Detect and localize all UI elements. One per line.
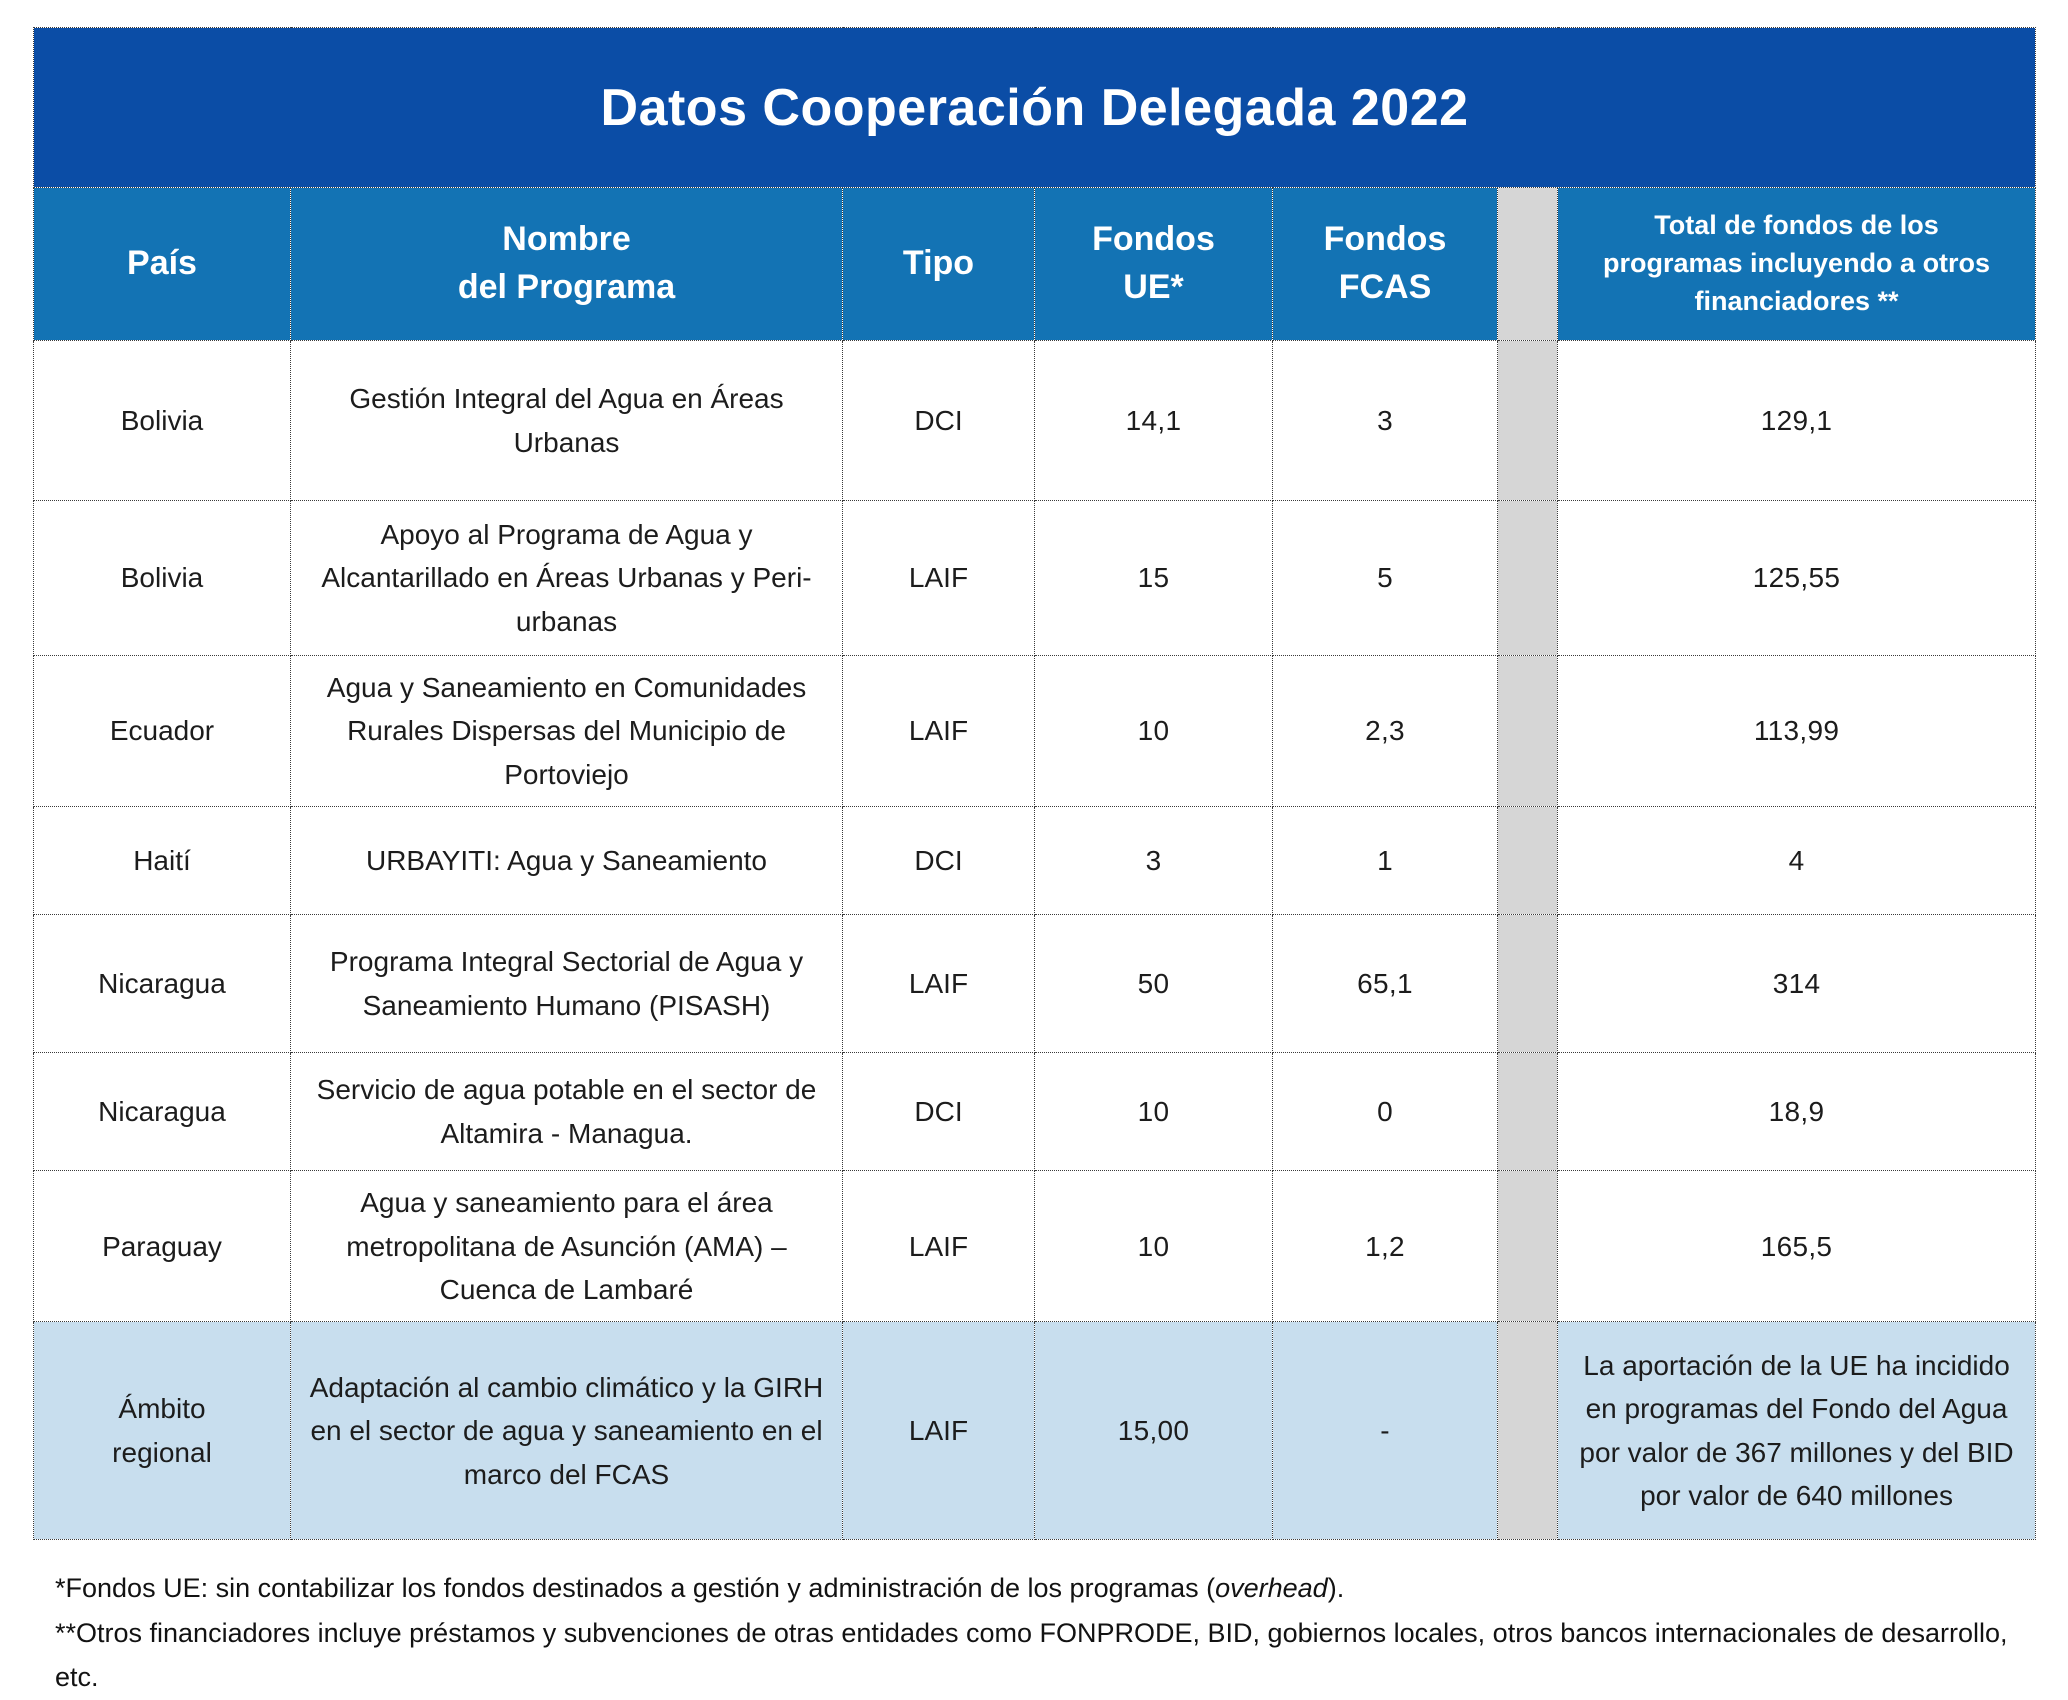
footnote-1-text: *Fondos UE: sin contabilizar los fondos … xyxy=(55,1573,1216,1604)
cell-total: 18,9 xyxy=(1556,1052,2037,1172)
table-row: Bolivia Apoyo al Programa de Agua y Alca… xyxy=(33,500,2037,656)
cell-total: 4 xyxy=(1556,806,2037,916)
cell-tipo: LAIF xyxy=(842,1321,1035,1541)
cell-fondos-ue: 14,1 xyxy=(1034,340,1273,501)
cell-nombre: Servicio de agua potable en el sector de… xyxy=(290,1052,843,1172)
cell-fondos-ue: 3 xyxy=(1034,806,1273,916)
header-pais: País xyxy=(33,187,291,341)
cell-pais: Haití xyxy=(33,806,291,916)
cell-nombre: URBAYITI: Agua y Saneamiento xyxy=(290,806,843,916)
cell-pais: Ámbito regional xyxy=(33,1321,291,1541)
cell-total: 125,55 xyxy=(1556,500,2037,656)
cell-fondos-fcas: 3 xyxy=(1272,340,1498,501)
cell-tipo: LAIF xyxy=(842,914,1035,1054)
table-row: Haití URBAYITI: Agua y Saneamiento DCI 3… xyxy=(33,806,2037,916)
cell-fondos-fcas: - xyxy=(1272,1321,1498,1541)
table-row: Bolivia Gestión Integral del Agua en Áre… xyxy=(33,340,2037,501)
cooperation-table: Datos Cooperación Delegada 2022 País Nom… xyxy=(32,27,2037,1541)
cell-total: 314 xyxy=(1556,914,2037,1054)
header-spacer-cell xyxy=(1497,187,1558,341)
cell-tipo: DCI xyxy=(842,340,1035,501)
footnote-1-suffix: ). xyxy=(1327,1573,1345,1604)
data-table-sheet: Datos Cooperación Delegada 2022 País Nom… xyxy=(32,27,2037,1700)
cell-fondos-fcas: 65,1 xyxy=(1272,914,1498,1054)
cell-fondos-fcas: 2,3 xyxy=(1272,654,1498,808)
table-row: Ecuador Agua y Saneamiento en Comunidade… xyxy=(33,654,2037,808)
cell-fondos-ue: 15 xyxy=(1034,500,1273,656)
title-banner: Datos Cooperación Delegada 2022 xyxy=(32,27,2037,188)
cell-nombre: Programa Integral Sectorial de Agua y Sa… xyxy=(290,914,843,1054)
spacer-cell xyxy=(1497,1052,1558,1172)
header-fondos-fcas: Fondos FCAS xyxy=(1272,187,1498,341)
page-title: Datos Cooperación Delegada 2022 xyxy=(600,78,1469,137)
cell-nombre: Apoyo al Programa de Agua y Alcantarilla… xyxy=(290,500,843,656)
cell-tipo: LAIF xyxy=(842,654,1035,808)
header-tipo: Tipo xyxy=(842,187,1035,341)
cell-fondos-ue: 10 xyxy=(1034,654,1273,808)
cell-pais: Nicaragua xyxy=(33,914,291,1054)
table-header-row: País Nombre del Programa Tipo Fondos UE*… xyxy=(33,187,2037,341)
cell-total: 165,5 xyxy=(1556,1170,2037,1323)
spacer-cell xyxy=(1497,500,1558,656)
spacer-cell xyxy=(1497,1321,1558,1541)
footnote-1-italic: overhead xyxy=(1215,1573,1328,1604)
cell-tipo: DCI xyxy=(842,1052,1035,1172)
cell-pais: Nicaragua xyxy=(33,1052,291,1172)
cell-fondos-fcas: 5 xyxy=(1272,500,1498,656)
cell-total: 129,1 xyxy=(1556,340,2037,501)
footnote-otros-financiadores: **Otros financiadores incluye préstamos … xyxy=(55,1617,2008,1693)
spacer-cell xyxy=(1497,806,1558,916)
table-row: Nicaragua Programa Integral Sectorial de… xyxy=(33,914,2037,1054)
cell-nombre: Agua y Saneamiento en Comunidades Rurale… xyxy=(290,654,843,808)
cell-fondos-fcas: 1,2 xyxy=(1272,1170,1498,1323)
cell-total: La aportación de la UE ha incidido en pr… xyxy=(1556,1321,2037,1541)
footnotes: *Fondos UE: sin contabilizar los fondos … xyxy=(55,1566,2035,1700)
table-row-regional: Ámbito regional Adaptación al cambio cli… xyxy=(33,1321,2037,1541)
table-row: Nicaragua Servicio de agua potable en el… xyxy=(33,1052,2037,1172)
cell-tipo: LAIF xyxy=(842,1170,1035,1323)
footnote-fondos-ue: *Fondos UE: sin contabilizar los fondos … xyxy=(55,1566,2035,1611)
cell-pais: Paraguay xyxy=(33,1170,291,1323)
table-row: Paraguay Agua y saneamiento para el área… xyxy=(33,1170,2037,1323)
cell-fondos-fcas: 1 xyxy=(1272,806,1498,916)
page: Datos Cooperación Delegada 2022 País Nom… xyxy=(32,27,2037,1693)
header-nombre: Nombre del Programa xyxy=(290,187,843,341)
cell-fondos-ue: 15,00 xyxy=(1034,1321,1273,1541)
spacer-cell xyxy=(1497,340,1558,501)
cell-nombre: Adaptación al cambio climático y la GIRH… xyxy=(290,1321,843,1541)
spacer-cell xyxy=(1497,1170,1558,1323)
cell-tipo: LAIF xyxy=(842,500,1035,656)
cell-fondos-fcas: 0 xyxy=(1272,1052,1498,1172)
header-fondos-ue: Fondos UE* xyxy=(1034,187,1273,341)
cell-pais: Bolivia xyxy=(33,340,291,501)
cell-fondos-ue: 10 xyxy=(1034,1052,1273,1172)
cell-fondos-ue: 10 xyxy=(1034,1170,1273,1323)
header-total: Total de fondos de los programas incluye… xyxy=(1556,187,2037,341)
cell-total: 113,99 xyxy=(1556,654,2037,808)
spacer-cell xyxy=(1497,914,1558,1054)
cell-pais: Bolivia xyxy=(33,500,291,656)
cell-fondos-ue: 50 xyxy=(1034,914,1273,1054)
spacer-cell xyxy=(1497,654,1558,808)
cell-tipo: DCI xyxy=(842,806,1035,916)
cell-nombre: Agua y saneamiento para el área metropol… xyxy=(290,1170,843,1323)
cell-pais: Ecuador xyxy=(33,654,291,808)
cell-nombre: Gestión Integral del Agua en Áreas Urban… xyxy=(290,340,843,501)
